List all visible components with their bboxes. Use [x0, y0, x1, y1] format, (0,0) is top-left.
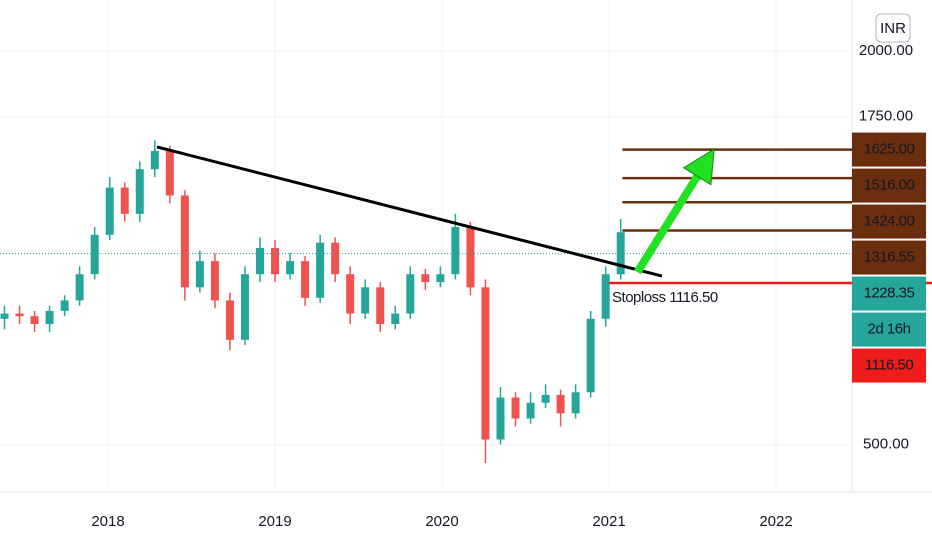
candle-body — [0, 313, 9, 319]
candle-body — [256, 247, 265, 275]
stoploss-label-box — [852, 348, 926, 383]
resistance-label-box — [852, 132, 926, 167]
candle-body — [240, 274, 249, 340]
resistance-label: 1424.00 — [864, 213, 915, 230]
candle-body — [556, 394, 565, 414]
plot-area: Stoploss 1116.50 — [0, 0, 932, 492]
candle-body — [586, 318, 595, 393]
candle-body — [541, 394, 550, 403]
x-tick-label: 2018 — [91, 513, 124, 530]
x-tick-label: 2019 — [258, 513, 291, 530]
candle-body — [60, 300, 69, 311]
x-tick-label: 2022 — [759, 513, 792, 530]
candle-body — [361, 287, 370, 314]
x-tick-label: 2021 — [592, 513, 625, 530]
candle-body — [481, 287, 490, 440]
candle-body — [301, 261, 310, 298]
candle-body — [120, 187, 129, 214]
currency[interactable]: INR — [880, 20, 906, 37]
candle-body — [150, 150, 159, 170]
candle-body — [30, 316, 39, 325]
resistance-label: 1316.55 — [864, 249, 915, 266]
trendline — [156, 145, 663, 278]
candle-body — [436, 274, 445, 283]
candle-body — [105, 187, 114, 235]
x-tick-label: 2020 — [425, 513, 458, 530]
candle-body — [225, 300, 234, 340]
currency-box[interactable] — [875, 13, 911, 43]
candle-body — [571, 392, 580, 414]
candle-body — [75, 274, 84, 301]
candle-body — [346, 274, 355, 314]
stoploss-label: 1116.50 — [865, 357, 914, 374]
last-price-label-box — [852, 276, 926, 311]
resistance-label-box — [852, 204, 926, 239]
candle-body — [391, 313, 400, 325]
candle-body — [165, 150, 174, 196]
candle-body — [210, 261, 219, 301]
candle-body — [421, 274, 430, 283]
countdown-label-box — [852, 312, 926, 347]
resistance-label: 1516.00 — [864, 177, 915, 194]
candle-body — [496, 397, 505, 440]
candle-body — [466, 226, 475, 288]
candle-body — [406, 274, 415, 314]
candle-body — [135, 169, 144, 214]
arrow-shaft — [634, 174, 701, 275]
resistance-label-box — [852, 168, 926, 203]
candle-body — [526, 402, 535, 419]
candle-body — [15, 313, 24, 317]
candle-body — [451, 226, 460, 275]
candle-body — [316, 242, 325, 298]
candle-body — [511, 397, 520, 419]
resistance-label: 1625.00 — [864, 141, 915, 158]
candle-body — [195, 261, 204, 288]
stoploss-text: Stoploss 1116.50 — [612, 289, 718, 306]
y-tick-label: 500.00 — [863, 436, 909, 453]
candle-body — [180, 195, 189, 288]
candle-body — [376, 287, 385, 325]
last-price-label: 1228.35 — [864, 285, 915, 302]
arrow-head — [682, 148, 715, 186]
countdown-label: 2d 16h — [868, 321, 911, 338]
candle-body — [286, 261, 295, 275]
y-tick-label: 2000.00 — [859, 42, 913, 59]
resistance-label-box — [852, 240, 926, 275]
candle-body — [271, 247, 280, 275]
candle-body — [90, 234, 99, 275]
candle-body — [616, 232, 625, 275]
candle-body — [331, 242, 340, 275]
candle-body — [45, 310, 54, 325]
y-tick-label: 1750.00 — [859, 108, 913, 125]
candle-body — [601, 274, 610, 319]
